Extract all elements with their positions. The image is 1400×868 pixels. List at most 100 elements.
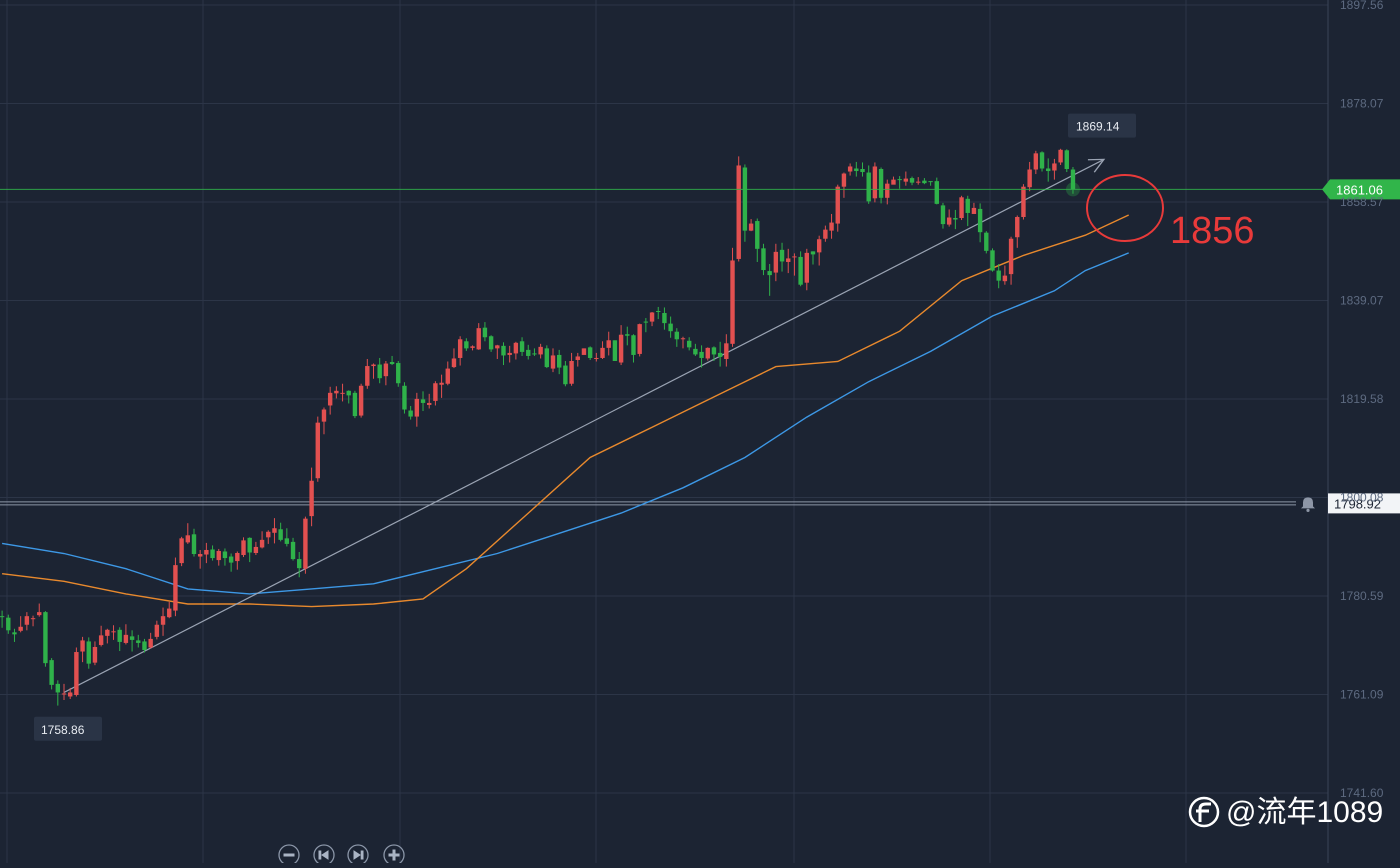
candle-body bbox=[544, 348, 550, 368]
candle bbox=[674, 328, 680, 347]
candle-body bbox=[49, 660, 54, 685]
candle-body bbox=[1008, 238, 1014, 275]
candle bbox=[773, 243, 779, 282]
candle bbox=[717, 341, 723, 367]
skip-forward-icon bbox=[353, 850, 361, 860]
candle-body bbox=[352, 392, 358, 417]
candle-body bbox=[538, 346, 543, 355]
candle bbox=[544, 345, 550, 369]
candle bbox=[284, 528, 290, 547]
candle-body bbox=[532, 353, 537, 355]
candle-body bbox=[0, 616, 5, 618]
candle bbox=[43, 611, 48, 667]
candle bbox=[816, 235, 822, 266]
zoom-out-button[interactable] bbox=[278, 844, 300, 866]
candle bbox=[290, 537, 296, 561]
candle-body bbox=[587, 347, 593, 358]
candle-body bbox=[420, 399, 426, 403]
candle bbox=[18, 616, 23, 633]
candle-body bbox=[241, 540, 246, 556]
candle bbox=[1021, 184, 1026, 220]
candle-body bbox=[216, 550, 221, 561]
candle bbox=[179, 536, 184, 567]
candle-body bbox=[903, 178, 909, 182]
candle-body bbox=[197, 554, 203, 557]
candle-body bbox=[922, 180, 927, 184]
candle-body bbox=[996, 270, 1001, 281]
candle-body bbox=[445, 368, 450, 384]
candle bbox=[860, 162, 865, 177]
candle-body bbox=[210, 549, 215, 559]
candle-body bbox=[105, 629, 110, 636]
candle bbox=[996, 263, 1001, 289]
scroll-right-button[interactable] bbox=[347, 844, 369, 866]
candle-body bbox=[389, 362, 395, 365]
candle-body bbox=[575, 356, 580, 360]
candle-body bbox=[185, 535, 190, 543]
candle bbox=[222, 548, 228, 566]
candle-body bbox=[334, 390, 339, 394]
candle bbox=[346, 390, 351, 404]
y-tick-label: 1761.09 bbox=[1340, 688, 1384, 702]
candle bbox=[612, 340, 618, 362]
candle bbox=[266, 530, 271, 544]
candle bbox=[878, 167, 884, 204]
candle-body bbox=[637, 324, 642, 354]
candle bbox=[829, 213, 834, 239]
skip-back-icon bbox=[318, 850, 322, 860]
candle-body bbox=[167, 608, 172, 618]
candle bbox=[916, 177, 921, 185]
candle bbox=[587, 346, 593, 360]
candle bbox=[513, 341, 519, 360]
candle bbox=[643, 318, 649, 333]
candle-body bbox=[1064, 150, 1069, 170]
candle bbox=[55, 680, 61, 706]
candle-body bbox=[414, 398, 420, 417]
candle-body bbox=[111, 631, 116, 633]
y-axis: 1897.56 1878.07 1858.57 1839.07 1819.58 1800.… bbox=[1340, 0, 1384, 800]
candle-body bbox=[891, 179, 896, 185]
candle-body bbox=[451, 358, 457, 368]
candle-body bbox=[1002, 275, 1008, 282]
candle-body bbox=[699, 351, 704, 358]
candle-body bbox=[773, 251, 779, 273]
candle bbox=[167, 602, 172, 619]
candle bbox=[1064, 149, 1069, 173]
candle-body bbox=[247, 537, 252, 553]
candle bbox=[872, 162, 878, 203]
candle-body bbox=[321, 409, 327, 422]
candle bbox=[470, 345, 475, 351]
candle bbox=[847, 163, 853, 176]
y-tick-label: 1839.07 bbox=[1340, 294, 1384, 308]
annotation-group: 1856 bbox=[1086, 173, 1255, 252]
candle bbox=[835, 184, 840, 232]
candle-body bbox=[959, 197, 964, 219]
candle bbox=[191, 528, 197, 557]
candle-body bbox=[495, 345, 500, 349]
candle bbox=[971, 202, 977, 214]
candle bbox=[464, 338, 469, 351]
candle bbox=[49, 658, 54, 690]
candle bbox=[934, 177, 939, 205]
candle-body bbox=[984, 232, 989, 251]
candle-body bbox=[43, 612, 48, 664]
candle-body bbox=[408, 410, 413, 417]
candle bbox=[1002, 265, 1008, 285]
candle bbox=[216, 548, 221, 566]
candle bbox=[1039, 151, 1045, 172]
candle bbox=[779, 242, 785, 272]
zoom-in-button[interactable] bbox=[383, 844, 405, 866]
candle bbox=[940, 202, 946, 229]
candle-body bbox=[396, 363, 401, 384]
high-label-box bbox=[1068, 113, 1136, 138]
candle-body bbox=[513, 342, 519, 354]
candle bbox=[37, 603, 42, 617]
candle bbox=[61, 683, 67, 701]
candle bbox=[891, 176, 896, 185]
candle bbox=[810, 251, 816, 265]
scroll-left-button[interactable] bbox=[313, 844, 335, 866]
ma-fast-line bbox=[2, 214, 1129, 608]
candle-body bbox=[488, 336, 494, 350]
candle bbox=[575, 352, 580, 367]
